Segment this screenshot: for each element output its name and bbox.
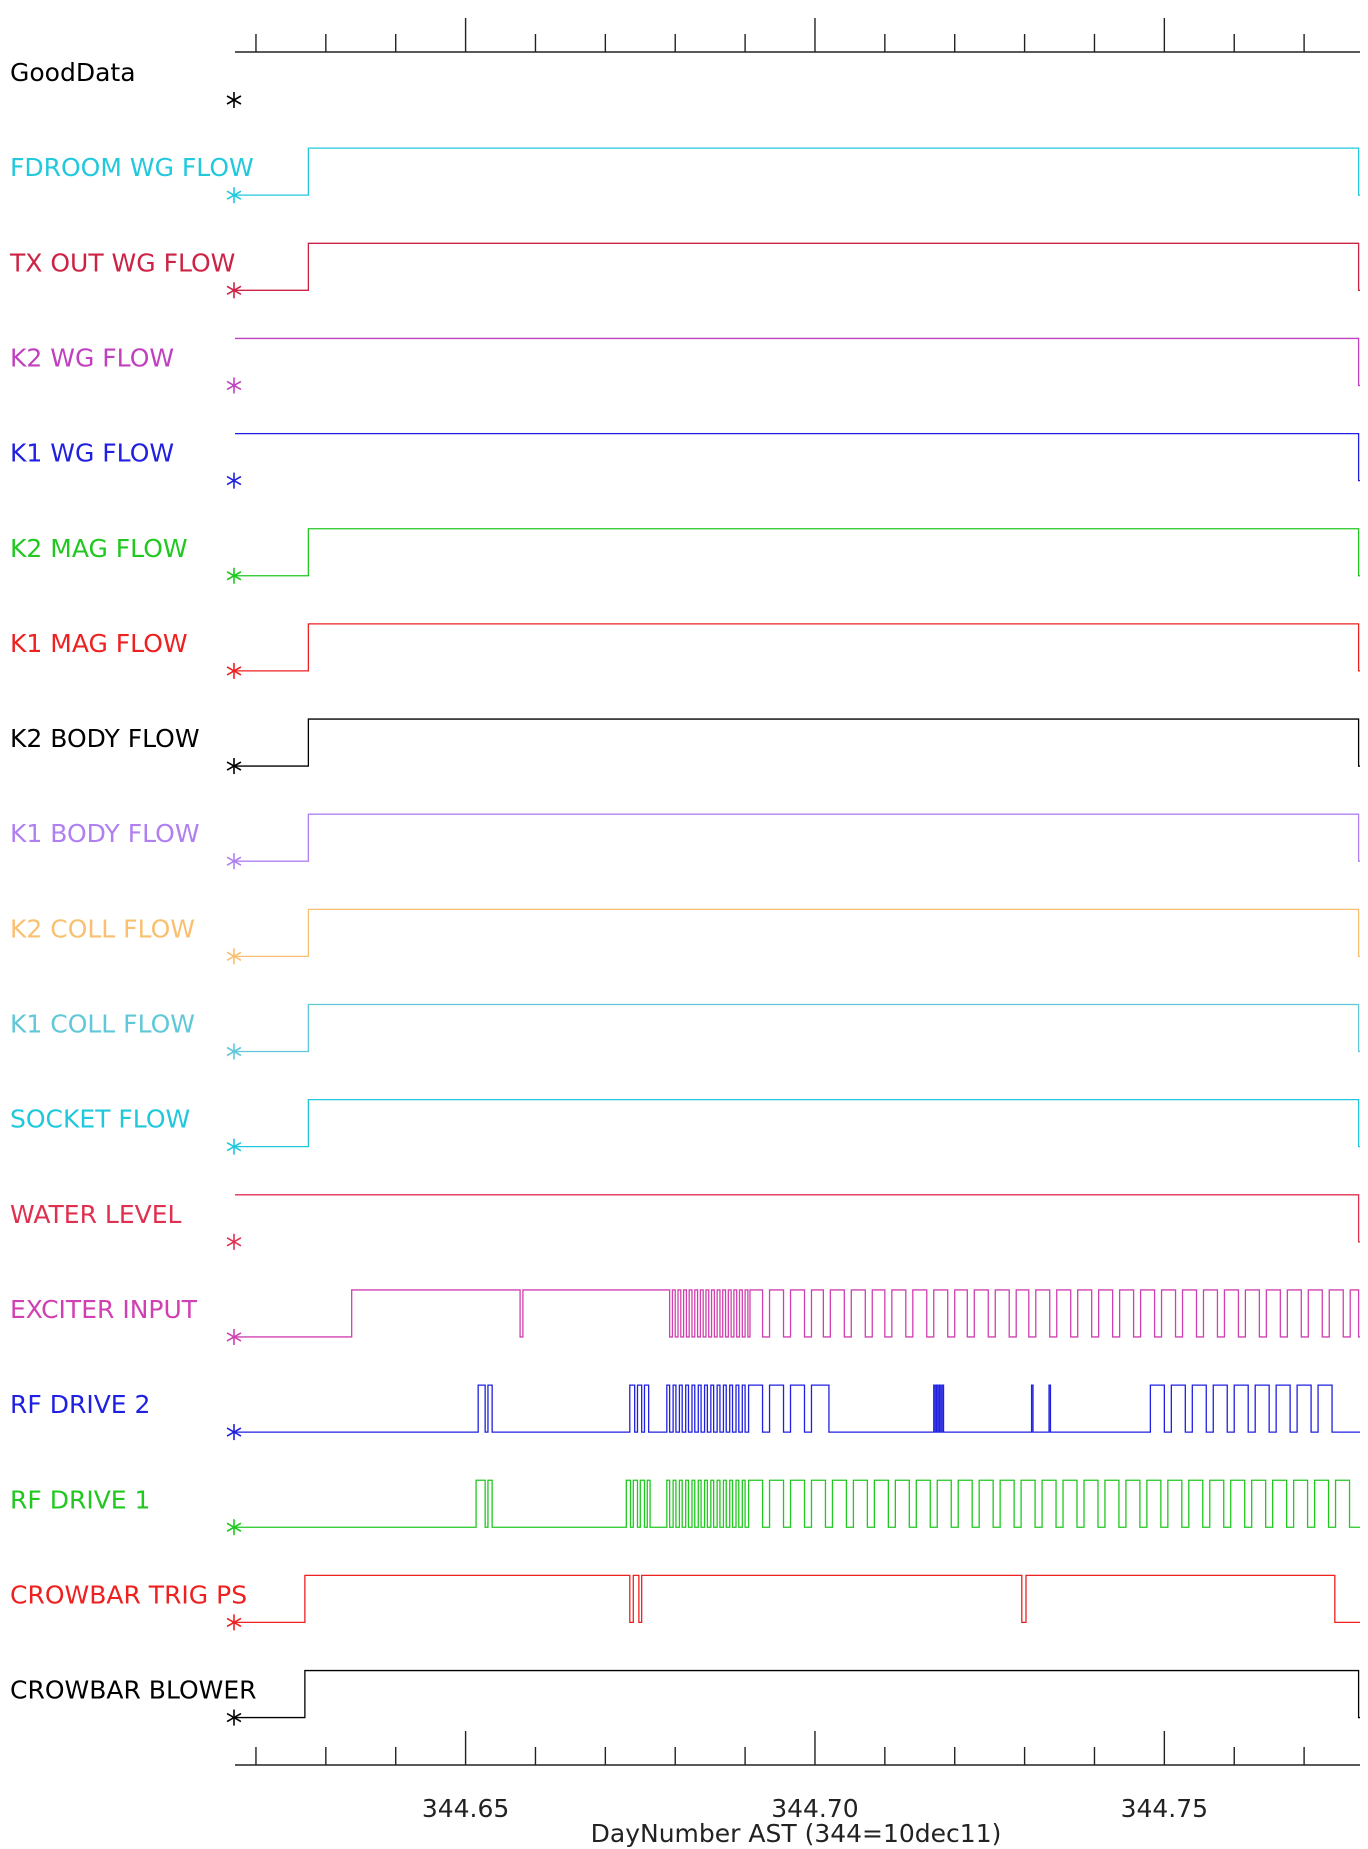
trace-row: GoodData <box>10 58 242 108</box>
trace-label: K1 COLL FLOW <box>10 1010 195 1039</box>
trace-marker-star <box>226 567 242 584</box>
trace-label: CROWBAR TRIG PS <box>10 1580 247 1609</box>
trace-marker-star <box>226 1233 242 1250</box>
trace-row: K2 WG FLOW <box>10 337 1360 394</box>
trace-row: TX OUT WG FLOW <box>9 242 1360 299</box>
trace-marker-star <box>226 1709 242 1726</box>
trace-label: EXCITER INPUT <box>10 1295 198 1324</box>
trace-row: K2 BODY FLOW <box>10 718 1360 775</box>
trace-waveform <box>235 1669 1360 1719</box>
trace-waveform <box>235 1099 1360 1148</box>
trace-label: K1 WG FLOW <box>10 439 174 468</box>
trace-waveform <box>235 1003 1360 1053</box>
trace-waveform <box>235 1289 1360 1338</box>
trace-waveform <box>235 1384 1360 1433</box>
trace-label: CROWBAR BLOWER <box>10 1676 257 1705</box>
bottom-axis: 344.65 344.70 344.75 <box>235 1731 1360 1823</box>
trace-marker-star <box>226 1043 242 1060</box>
trace-row: K2 MAG FLOW <box>10 528 1360 584</box>
trace-waveform <box>235 432 1360 482</box>
x-tick-label: 344.75 <box>1121 1794 1208 1823</box>
trace-row: FDROOM WG FLOW <box>10 147 1360 204</box>
trace-label: FDROOM WG FLOW <box>10 153 254 182</box>
trace-label: K2 WG FLOW <box>10 343 174 372</box>
trace-row: WATER LEVEL <box>10 1194 1360 1250</box>
trace-row: SOCKET FLOW <box>10 1099 1360 1155</box>
trace-row: CROWBAR BLOWER <box>10 1669 1360 1726</box>
trace-label: GoodData <box>10 58 136 87</box>
trace-marker-star <box>226 187 242 204</box>
trace-label: TX OUT WG FLOW <box>9 248 235 277</box>
trace-waveform <box>235 1194 1360 1243</box>
trace-label: K2 MAG FLOW <box>10 534 188 563</box>
trace-row: EXCITER INPUT <box>10 1289 1360 1345</box>
trace-marker-star <box>226 1328 242 1345</box>
trace-waveform <box>235 908 1360 957</box>
x-axis-label: DayNumber AST (344=10dec11) <box>591 1819 1002 1848</box>
trace-marker-star <box>226 758 242 775</box>
trace-waveform <box>235 718 1360 767</box>
top-axis <box>235 18 1360 53</box>
trace-row: RF DRIVE 2 <box>10 1384 1360 1441</box>
trace-marker-star <box>226 377 242 394</box>
trace-label: K2 COLL FLOW <box>10 914 195 943</box>
trace-row: RF DRIVE 1 <box>10 1479 1360 1536</box>
trace-row: K1 COLL FLOW <box>10 1003 1360 1060</box>
trace-waveform <box>235 1574 1360 1624</box>
trace-marker-star <box>226 1614 242 1631</box>
trace-label: RF DRIVE 2 <box>10 1390 150 1419</box>
x-tick-label: 344.65 <box>422 1794 509 1823</box>
trace-label: K2 BODY FLOW <box>10 724 200 753</box>
trace-waveform <box>235 623 1360 672</box>
trace-waveform <box>235 242 1360 291</box>
trace-marker-star <box>226 282 242 299</box>
trace-marker-star <box>226 1138 242 1155</box>
trace-marker-star <box>226 662 242 679</box>
trace-label: K1 BODY FLOW <box>10 819 200 848</box>
trace-label: RF DRIVE 1 <box>10 1485 150 1514</box>
trace-row: K1 MAG FLOW <box>10 623 1360 679</box>
x-tick-label: 344.70 <box>771 1794 858 1823</box>
trace-marker-star <box>226 948 242 965</box>
trace-marker-star <box>226 472 242 489</box>
trace-label: K1 MAG FLOW <box>10 629 188 658</box>
trace-waveform <box>235 1479 1360 1528</box>
traces: GoodData FDROOM WG FLOW TX OUT WG FLOW K2 W… <box>9 58 1360 1726</box>
trace-waveform <box>235 147 1360 196</box>
trace-marker-star <box>226 853 242 870</box>
trace-label: SOCKET FLOW <box>10 1105 190 1134</box>
trace-row: CROWBAR TRIG PS <box>10 1574 1360 1631</box>
trace-waveform <box>235 813 1360 862</box>
trace-waveform <box>235 528 1360 577</box>
trace-marker-star <box>226 1519 242 1536</box>
trace-label: WATER LEVEL <box>10 1200 182 1229</box>
trace-row: K1 BODY FLOW <box>10 813 1360 870</box>
trace-marker-star <box>226 1424 242 1441</box>
trace-row: K1 WG FLOW <box>10 432 1360 489</box>
trace-row: K2 COLL FLOW <box>10 908 1360 965</box>
trace-marker-star <box>226 92 242 108</box>
trace-waveform <box>235 337 1360 387</box>
